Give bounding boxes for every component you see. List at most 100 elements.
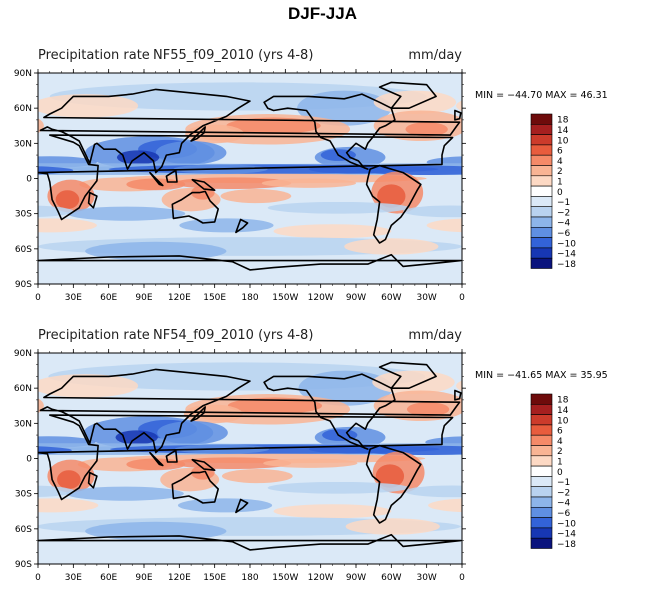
lon-label: 180 bbox=[241, 293, 258, 303]
coastline bbox=[454, 109, 462, 121]
coastline bbox=[38, 533, 462, 551]
coastline bbox=[191, 458, 216, 471]
anomaly-patch bbox=[226, 117, 321, 134]
colorbar-swatch bbox=[530, 403, 553, 415]
lon-label: 60W bbox=[381, 293, 401, 303]
anomaly-patch bbox=[426, 218, 462, 233]
lat-label: 30N bbox=[14, 139, 32, 149]
panel-min-max: MIN = −44.70 MAX = 46.31 bbox=[475, 90, 608, 101]
lon-label: 150E bbox=[203, 573, 226, 583]
colorbar-label: −4 bbox=[557, 219, 571, 229]
anomaly-patch bbox=[273, 504, 392, 519]
colorbar-swatch bbox=[530, 506, 553, 518]
coastline bbox=[149, 171, 164, 187]
colorbar-swatch bbox=[530, 196, 553, 207]
lon-label: 150W bbox=[272, 293, 298, 303]
anomaly-patch bbox=[157, 420, 228, 445]
anomaly-patch bbox=[38, 485, 75, 498]
colorbar-swatch bbox=[530, 185, 553, 197]
coastline bbox=[39, 368, 461, 454]
anomaly-patch bbox=[406, 402, 450, 417]
coastline bbox=[454, 389, 462, 401]
colorbar-swatch bbox=[530, 517, 553, 529]
anomaly-patch bbox=[38, 498, 99, 513]
panel-left-title: Precipitation rate bbox=[38, 328, 150, 343]
colorbar-label: 0 bbox=[557, 188, 563, 198]
colorbar-swatch bbox=[530, 414, 553, 426]
colorbar-label: −18 bbox=[557, 260, 576, 270]
coastline bbox=[87, 191, 98, 209]
colorbar-label: 14 bbox=[557, 126, 569, 136]
lon-label: 90E bbox=[135, 573, 152, 583]
anomaly-patch bbox=[55, 190, 80, 209]
anomaly-patch bbox=[38, 205, 74, 217]
lon-label: 120E bbox=[168, 573, 191, 583]
colorbar-label: 14 bbox=[557, 406, 569, 416]
coastline bbox=[38, 134, 454, 221]
coastlines bbox=[38, 81, 462, 271]
panel-case-title: NF54_f09_2010 (yrs 4-8) bbox=[153, 328, 313, 343]
colorbar-label: 0 bbox=[557, 468, 563, 478]
lon-label: 90E bbox=[135, 293, 152, 303]
colorbar-swatch bbox=[530, 175, 553, 187]
lon-label: 120W bbox=[308, 573, 334, 583]
coastline bbox=[38, 253, 462, 271]
coastline bbox=[235, 218, 249, 234]
coastline bbox=[263, 373, 396, 450]
anomaly-patch bbox=[38, 94, 139, 118]
anomaly-patch bbox=[66, 486, 184, 501]
lon-label: 0 bbox=[459, 293, 465, 303]
colorbar-label: 18 bbox=[557, 116, 569, 126]
coastline bbox=[165, 169, 178, 183]
lon-label: 120W bbox=[308, 293, 334, 303]
anomaly-patch bbox=[85, 521, 227, 541]
lat-label: 60N bbox=[14, 384, 32, 394]
anomaly-patch bbox=[403, 205, 462, 218]
anomaly-patch bbox=[220, 189, 292, 204]
anomaly-patch bbox=[372, 370, 455, 395]
colorbar-swatch bbox=[530, 537, 553, 549]
lon-label: 150W bbox=[272, 573, 298, 583]
coastline bbox=[149, 451, 164, 467]
coastline bbox=[190, 406, 206, 422]
colorbar-swatch bbox=[530, 124, 553, 135]
colorbar-label: 6 bbox=[557, 147, 563, 157]
anomaly-patch bbox=[267, 481, 409, 494]
anomaly-patch bbox=[345, 518, 440, 535]
figure-title: DJF-JJA bbox=[288, 4, 357, 23]
coastline bbox=[171, 470, 219, 504]
coastline bbox=[263, 93, 396, 170]
anomaly-patch bbox=[456, 100, 462, 112]
colorbar-swatch bbox=[530, 257, 553, 269]
lon-label: 150E bbox=[203, 293, 226, 303]
colorbar-label: 2 bbox=[557, 167, 563, 177]
anomaly-patch bbox=[57, 470, 81, 489]
anomaly-patch bbox=[267, 201, 409, 214]
anomaly-patch bbox=[85, 241, 227, 261]
colorbar-label: 2 bbox=[557, 447, 563, 457]
coastlines bbox=[38, 361, 462, 551]
colorbar-label: 10 bbox=[557, 136, 569, 146]
anomaly-patch bbox=[405, 122, 448, 137]
lon-label: 120E bbox=[168, 293, 191, 303]
anomaly-patch bbox=[38, 118, 44, 134]
anomaly-patch bbox=[38, 374, 139, 398]
lat-label: 90S bbox=[15, 280, 32, 290]
coastline bbox=[378, 81, 437, 109]
lat-label: 60S bbox=[15, 525, 32, 535]
lon-label: 60E bbox=[100, 293, 117, 303]
colorbar-label: −10 bbox=[557, 239, 576, 249]
colorbar-swatch bbox=[530, 144, 553, 156]
colorbar-label: −1 bbox=[557, 478, 570, 488]
anomaly-patch bbox=[298, 370, 393, 406]
colorbar-swatch bbox=[530, 393, 553, 405]
panel-case-title: NF55_f09_2010 (yrs 4-8) bbox=[153, 48, 313, 63]
colorbar-swatch bbox=[530, 237, 553, 249]
colorbar-swatch bbox=[530, 227, 553, 238]
colorbar-label: 1 bbox=[557, 177, 563, 187]
colorbar-swatch bbox=[530, 496, 553, 508]
coastline bbox=[235, 498, 249, 514]
lat-label: 90N bbox=[14, 349, 32, 359]
